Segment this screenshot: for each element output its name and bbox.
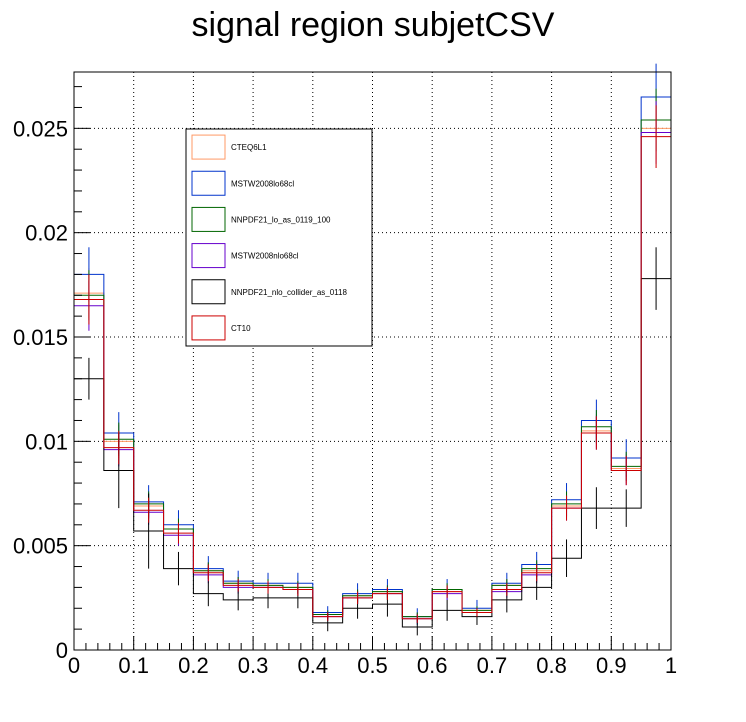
y-tick-label: 0.015: [13, 325, 68, 350]
y-tick-label: 0: [56, 638, 68, 663]
legend-swatch-mstw2008nlo68cl: [191, 243, 226, 269]
x-tick-label: 0.4: [298, 653, 329, 678]
x-tick-label: 0.6: [417, 653, 448, 678]
y-tick-label: 0.005: [13, 534, 68, 559]
legend-swatch-mstw2008lo68cl: [191, 170, 226, 196]
x-tick-label: 0.3: [238, 653, 269, 678]
x-tick-label: 0.1: [118, 653, 149, 678]
y-tick-label: 0.02: [25, 221, 68, 246]
x-tick-label: 0: [68, 653, 80, 678]
legend-label-cteq6l1: CTEQ6L1: [231, 143, 267, 152]
legend-label-mstw2008lo68cl: MSTW2008lo68cl: [231, 179, 294, 188]
legend-label-ct10: CT10: [231, 324, 251, 333]
legend-label-mstw2008nlo68cl: MSTW2008nlo68cl: [231, 252, 299, 261]
chart-title: signal region subjetCSV: [191, 6, 555, 44]
legend-box: [185, 128, 373, 347]
legend-swatch-nnpdf21-lo-as-0119-100: [191, 206, 226, 232]
y-tick-label: 0.01: [25, 429, 68, 454]
x-tick-label: 1: [665, 653, 677, 678]
legend-label-nnpdf21-lo-as-0119-100: NNPDF21_lo_as_0119_100: [231, 215, 331, 224]
legend-swatch-ct10: [191, 315, 226, 341]
x-tick-label: 0.5: [357, 653, 388, 678]
x-tick-label: 0.9: [596, 653, 627, 678]
legend-label-nnpdf21-nlo-collider-as-0118: NNPDF21_nlo_collider_as_0118: [231, 288, 347, 297]
histogram-ct10: [73, 136, 672, 650]
x-tick-label: 0.8: [536, 653, 567, 678]
y-tick-label: 0.025: [13, 116, 68, 141]
x-tick-label: 0.7: [477, 653, 508, 678]
legend-swatch-nnpdf21-nlo-collider-as-0118: [191, 279, 226, 305]
x-tick-label: 0.2: [178, 653, 209, 678]
legend-swatch-cteq6l1: [191, 134, 226, 160]
